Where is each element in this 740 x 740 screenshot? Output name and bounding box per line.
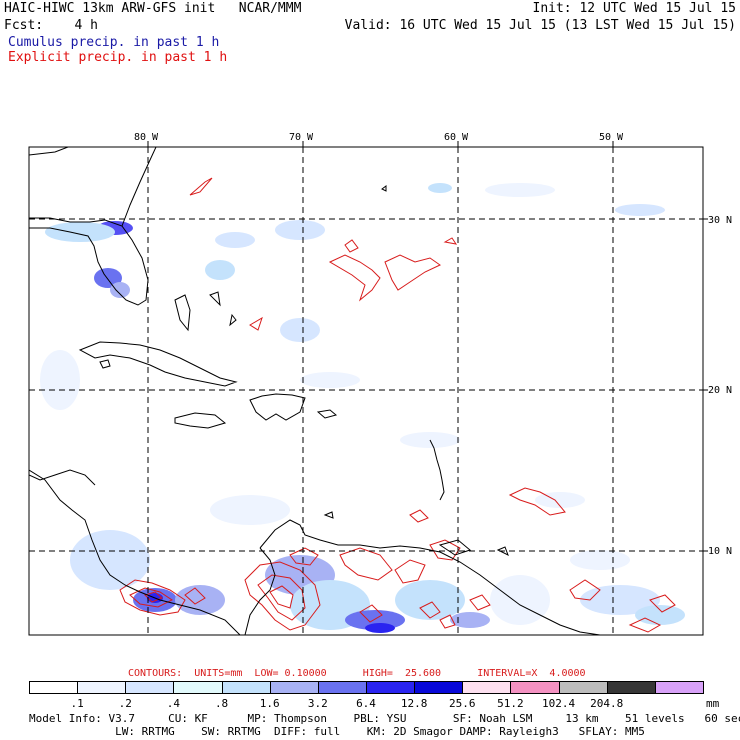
colorbar-label: 204.8 <box>590 697 624 710</box>
map-frame <box>28 146 704 636</box>
colorbar-swatch <box>654 681 704 694</box>
colorbar-swatch <box>366 681 416 694</box>
lat-label-20n: 20 N <box>708 385 733 396</box>
colorbar-swatch <box>606 681 656 694</box>
colorbar-label: .2 <box>118 697 132 710</box>
legend-explicit: Explicit precip. in past 1 h <box>8 50 228 65</box>
valid-time: Valid: 16 UTC Wed 15 Jul 15 (13 LST Wed … <box>344 18 736 33</box>
contours-info: CONTOURS: UNITS=mm LOW= 0.10000 HIGH= 25… <box>128 668 586 679</box>
colorbar-swatch <box>462 681 512 694</box>
colorbar-label: .1 <box>70 697 84 710</box>
forecast-hour: Fcst: 4 h <box>4 18 98 33</box>
colorbar-swatch <box>269 681 319 694</box>
colorbar-swatch <box>510 681 560 694</box>
colorbar-label: 25.6 <box>449 697 476 710</box>
colorbar-label: 1.6 <box>259 697 280 710</box>
colorbar-label: 3.2 <box>307 697 328 710</box>
colorbar-label: 6.4 <box>356 697 376 710</box>
lon-label-80w: 80 W <box>134 132 159 143</box>
lon-label-60w: 60 W <box>444 132 469 143</box>
lat-lon-grid <box>29 147 703 635</box>
init-time: Init: 12 UTC Wed 15 Jul 15 <box>532 1 737 16</box>
model-info-line2: LW: RRTMG SW: RRTMG DIFF: full KM: 2D Sm… <box>29 725 645 738</box>
colorbar-swatch <box>414 681 464 694</box>
lat-label-30n: 30 N <box>708 215 733 226</box>
lat-label-10n: 10 N <box>708 546 733 557</box>
explicit-precip-contours <box>119 177 676 633</box>
colorbar-swatch <box>125 681 175 694</box>
colorbar-swatch <box>558 681 608 694</box>
colorbar-swatch <box>173 681 223 694</box>
colorbar-label: .8 <box>214 697 229 710</box>
colorbar-swatch <box>221 681 271 694</box>
coastlines <box>29 147 601 635</box>
cumulus-precip-shading <box>40 183 685 633</box>
colorbar-unit: mm <box>706 697 720 710</box>
colorbar-label: 51.2 <box>497 697 524 710</box>
model-info-line1: Model Info: V3.7 CU: KF MP: Thompson PBL… <box>29 712 740 725</box>
legend-cumulus: Cumulus precip. in past 1 h <box>8 35 220 50</box>
colorbar-swatch <box>29 681 79 694</box>
lon-label-70w: 70 W <box>289 132 314 143</box>
colorbar-label: .4 <box>166 697 181 710</box>
model-title: HAIC-HIWC 13km ARW-GFS init NCAR/MMM <box>4 1 302 16</box>
colorbar-label: 12.8 <box>400 697 428 710</box>
colorbar-swatch <box>77 681 127 694</box>
lon-label-50w: 50 W <box>599 132 624 143</box>
colorbar-label: 102.4 <box>542 697 576 710</box>
colorbar-swatch <box>317 681 367 694</box>
